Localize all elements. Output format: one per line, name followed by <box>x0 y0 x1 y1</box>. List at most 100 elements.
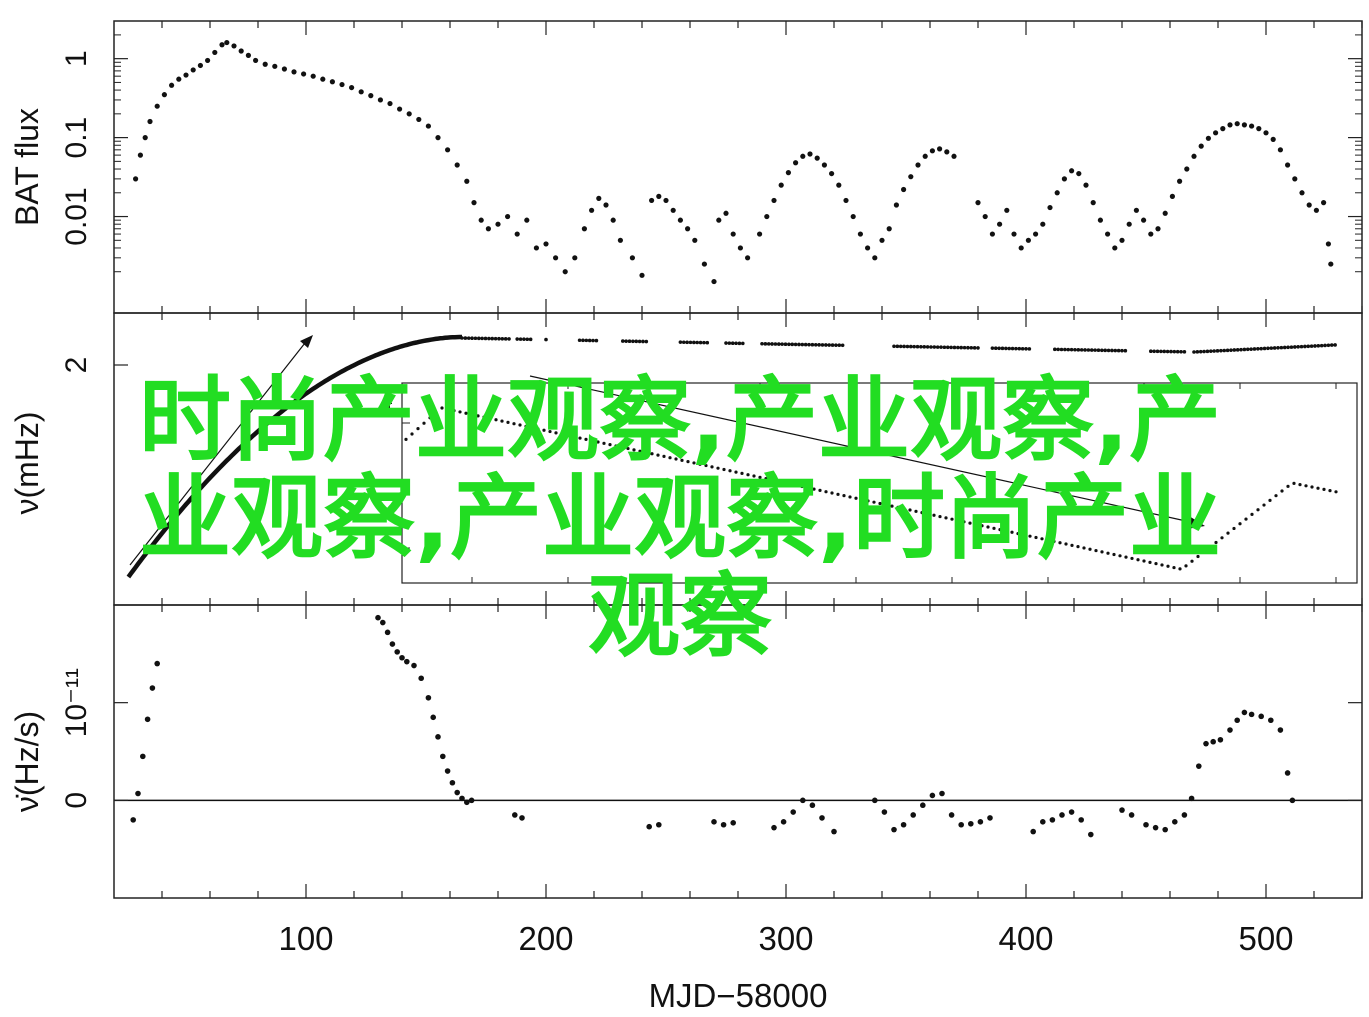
data-point-frequency <box>1205 349 1210 354</box>
inset-data-point <box>542 428 546 432</box>
data-point-frequency <box>976 346 980 350</box>
data-point-flux <box>1069 168 1075 174</box>
data-point-frequency <box>515 337 519 341</box>
data-point-frequency <box>929 345 933 349</box>
data-point-flux <box>445 147 451 153</box>
data-point-nudot <box>948 812 955 818</box>
data-point-frequency <box>624 339 628 343</box>
inset-data-point <box>1316 486 1320 490</box>
data-point-frequency <box>780 342 784 346</box>
data-point-frequency <box>909 344 913 349</box>
data-point-flux <box>1083 182 1089 188</box>
inset-data-point <box>1058 541 1062 545</box>
data-point-frequency <box>1266 346 1270 351</box>
data-point-frequency <box>637 339 642 344</box>
data-point-nudot <box>425 694 432 701</box>
inset-data-point <box>596 440 600 444</box>
inset-data-point <box>434 410 438 414</box>
data-point-frequency <box>834 343 838 347</box>
data-point-frequency <box>470 336 474 340</box>
data-point-frequency <box>959 345 963 350</box>
data-point-flux <box>197 62 203 69</box>
data-point-frequency <box>584 338 589 343</box>
inset-data-point <box>932 513 936 517</box>
data-point-flux <box>1213 130 1219 136</box>
data-point-frequency <box>627 339 632 344</box>
data-point-frequency <box>1299 344 1304 349</box>
data-point-frequency <box>797 342 801 347</box>
data-point-frequency <box>837 343 842 348</box>
data-point-frequency <box>793 342 798 347</box>
data-point-flux <box>1328 261 1334 267</box>
data-point-frequency <box>1007 346 1011 351</box>
inset-data-point <box>1190 559 1194 563</box>
data-point-flux <box>1285 162 1291 168</box>
inset-data-point <box>554 431 558 435</box>
data-point-frequency <box>734 341 738 346</box>
inset-data-point <box>1070 543 1074 547</box>
data-point-frequency <box>1059 347 1064 352</box>
data-point-flux <box>1025 237 1031 243</box>
data-point-flux <box>663 197 669 204</box>
data-point-flux <box>1184 166 1190 172</box>
inset-data-point <box>770 478 774 482</box>
data-point-flux <box>406 111 412 117</box>
data-point-frequency <box>952 345 957 350</box>
inset-data-point <box>740 471 744 475</box>
data-point-nudot <box>1143 821 1149 828</box>
data-point-frequency <box>939 345 943 349</box>
data-point-nudot <box>1152 824 1159 831</box>
inset-data-point <box>992 526 996 530</box>
data-point-flux <box>1033 231 1039 237</box>
inset-data-point <box>458 410 462 414</box>
data-point-nudot <box>430 714 437 721</box>
data-point-frequency <box>1282 345 1287 350</box>
y-tick-label: 0 <box>60 792 93 809</box>
inset-data-point <box>860 497 864 502</box>
data-point-flux <box>1076 170 1082 177</box>
inset-data-point <box>1100 550 1104 554</box>
data-point-frequency <box>1252 347 1257 351</box>
inset-data-point <box>1310 485 1314 489</box>
data-point-flux <box>1234 121 1240 127</box>
data-point-flux <box>205 57 211 64</box>
data-point-flux <box>471 200 477 206</box>
data-point-nudot <box>977 819 984 825</box>
data-point-flux <box>901 186 907 193</box>
data-point-frequency <box>966 345 970 350</box>
inset-data-point <box>512 422 516 426</box>
data-point-frequency <box>763 342 768 346</box>
inset-data-point <box>1148 560 1152 564</box>
data-point-frequency <box>1010 346 1015 351</box>
data-point-flux <box>778 182 784 188</box>
inset-data-point <box>506 420 510 424</box>
data-point-frequency <box>1279 345 1284 350</box>
inset-data-point <box>824 490 828 494</box>
data-point-flux <box>147 118 153 125</box>
inset-data-point <box>404 437 408 441</box>
data-point-nudot <box>711 819 717 825</box>
inset-data-point <box>1208 545 1212 549</box>
inset-data-point <box>1034 535 1038 540</box>
inset-data-point <box>464 411 468 415</box>
data-point-flux <box>737 245 744 251</box>
data-point-frequency <box>480 336 484 341</box>
inset-data-point <box>716 466 720 470</box>
data-point-flux <box>857 231 864 237</box>
data-point-flux <box>1321 200 1327 206</box>
data-point-flux <box>1205 135 1211 141</box>
data-point-frequency <box>577 338 582 343</box>
data-point-frequency <box>990 346 995 350</box>
inset-data-point <box>470 412 474 417</box>
data-point-frequency <box>1123 348 1128 353</box>
inset-data-point <box>668 456 672 460</box>
data-point-nudot <box>968 820 974 827</box>
data-point-flux <box>692 237 698 243</box>
data-point-frequency <box>1162 349 1167 354</box>
inset-data-point <box>584 437 588 441</box>
data-point-frequency <box>1063 347 1067 352</box>
data-point-frequency <box>1333 343 1337 347</box>
data-point-nudot <box>730 819 736 826</box>
data-point-frequency <box>1222 348 1227 353</box>
data-point-flux <box>224 39 230 46</box>
